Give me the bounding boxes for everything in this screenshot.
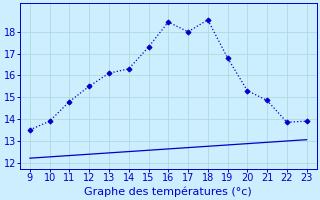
X-axis label: Graphe des températures (°c): Graphe des températures (°c) <box>84 186 252 197</box>
